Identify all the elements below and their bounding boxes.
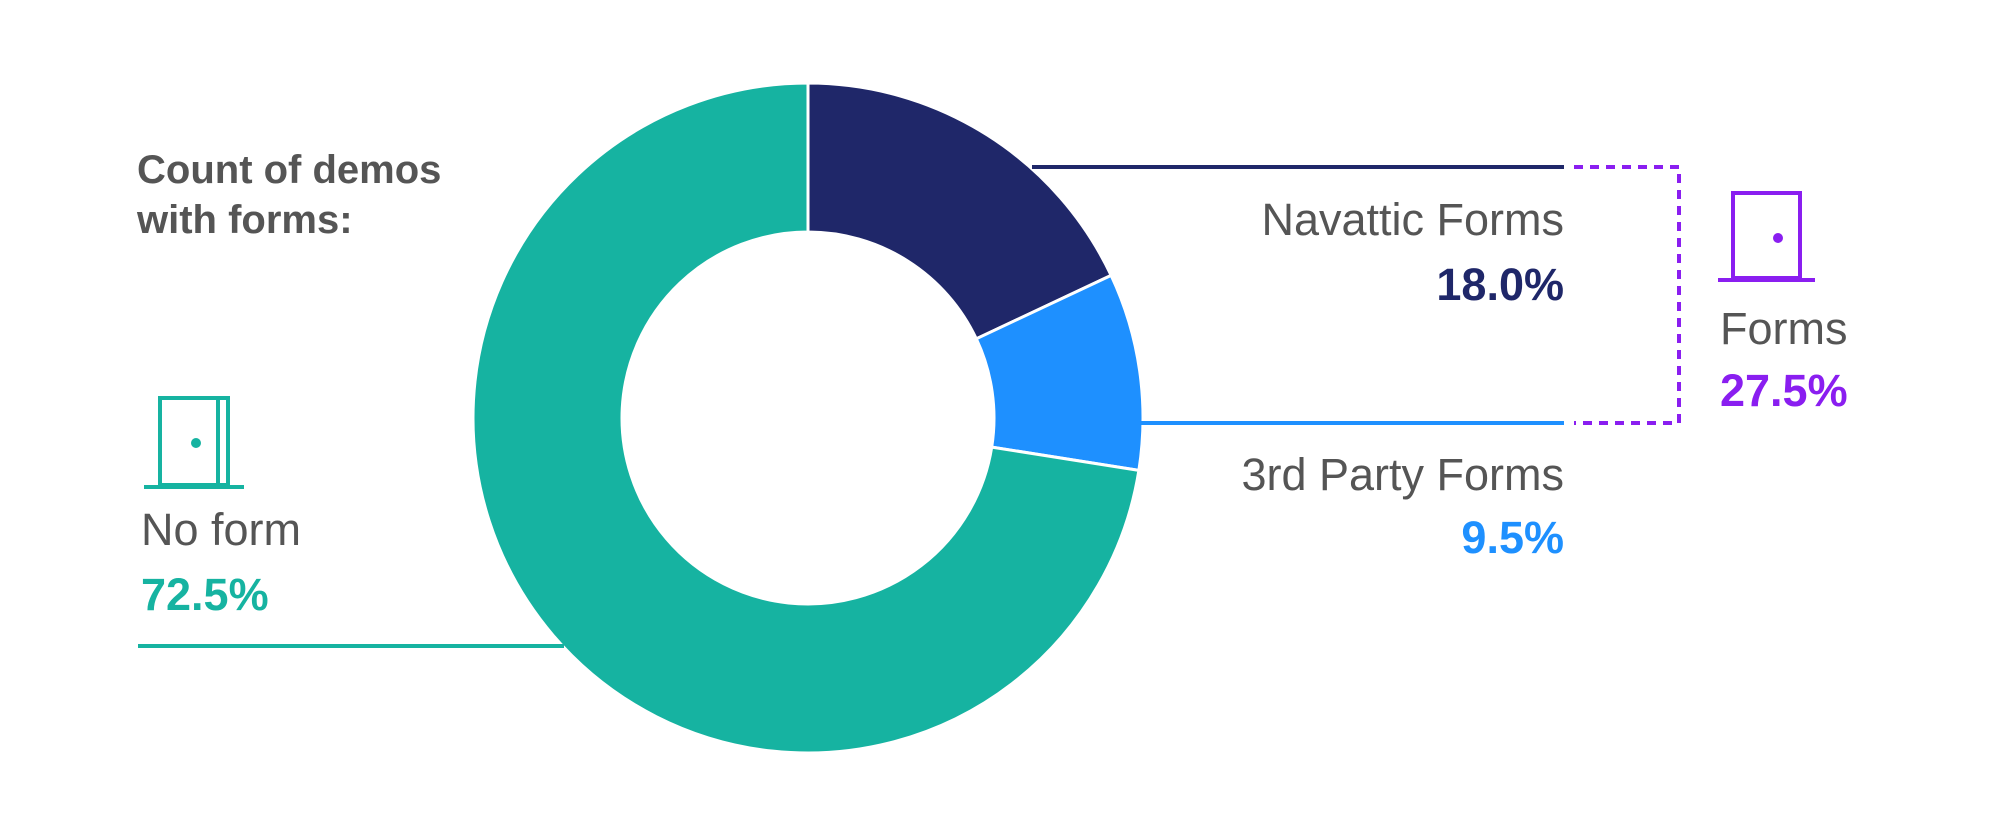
slice-label: Navattic Forms	[1261, 194, 1564, 245]
value-label: 72.5%	[141, 569, 269, 620]
slice-label: No form	[141, 504, 301, 555]
group-bracket	[1574, 165, 1681, 425]
value-label: 18.0%	[1436, 259, 1564, 310]
forms-icon	[1718, 191, 1815, 282]
slice-label: 3rd Party Forms	[1241, 449, 1564, 500]
group-value-label: 27.5%	[1720, 365, 1848, 416]
donut-slice	[471, 81, 1141, 755]
value-label: 9.5%	[1461, 512, 1564, 563]
no-form-icon	[144, 396, 244, 489]
chart-title: Count of demos with forms:	[137, 148, 442, 242]
donut-slice	[806, 81, 1114, 341]
group-label: Forms	[1720, 303, 1848, 354]
